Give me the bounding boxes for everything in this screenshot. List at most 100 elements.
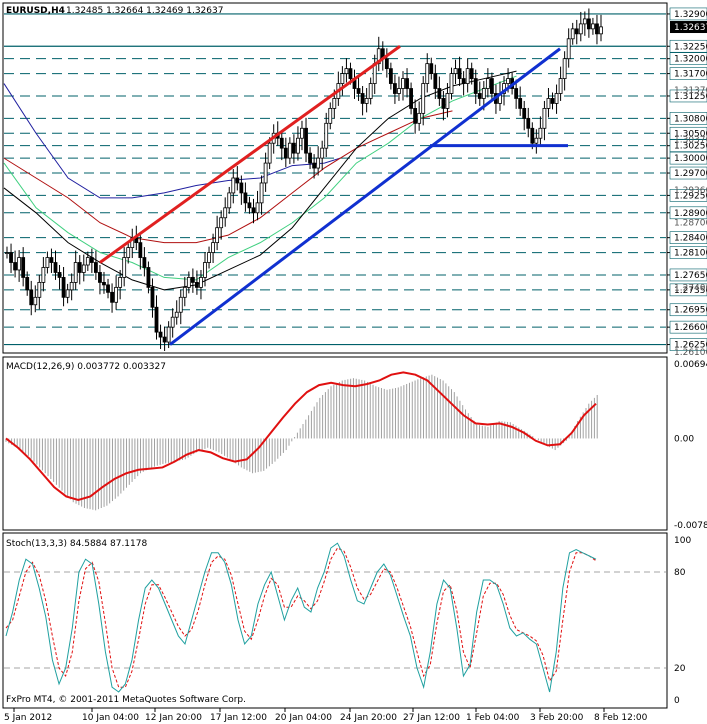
price-label-box: [669, 246, 707, 259]
candle-body: [457, 68, 462, 79]
candle-body: [304, 127, 308, 154]
candle-body: [263, 162, 268, 184]
price-tick-label-faint: 1.30370: [674, 136, 707, 146]
price-tick-label: 1.26600: [674, 323, 707, 333]
price-label-box: [669, 283, 707, 297]
candle-body: [425, 63, 430, 84]
candle-body: [554, 93, 559, 104]
x-tick-label: 1 Feb 04:00: [466, 713, 520, 723]
price-label-box: [669, 7, 707, 21]
price-label-box: [669, 320, 707, 334]
candle-body: [384, 58, 389, 70]
candle-body: [578, 23, 583, 35]
x-tick-label: 17 Jan 12:00: [210, 713, 267, 723]
candle-body: [393, 83, 397, 94]
candle-body: [526, 117, 531, 129]
candle-body: [465, 68, 470, 84]
candle-body: [158, 331, 163, 338]
candle-body: [243, 192, 248, 204]
candle-body: [409, 88, 413, 109]
price-tick-label: 1.32000: [674, 55, 707, 65]
main-price-layer: [3, 8, 666, 352]
candle-body: [255, 202, 260, 214]
candle-body: [239, 182, 244, 194]
candle-body: [178, 296, 183, 313]
x-tick-label: 12 Jan 20:00: [145, 713, 202, 723]
candle-body: [247, 202, 252, 209]
main-header: EURUSD,H4: [6, 6, 65, 16]
candle-body: [267, 142, 272, 164]
candle-body: [364, 98, 369, 104]
candle-body: [33, 296, 38, 306]
candle-body: [170, 316, 175, 328]
candle-body: [166, 326, 171, 343]
x-tick-label: 20 Jan 04:00: [275, 713, 332, 723]
candle-body: [477, 93, 482, 99]
candle-body: [401, 78, 405, 89]
candle-body: [485, 78, 490, 89]
candle-body: [9, 252, 13, 263]
candle-body: [203, 262, 207, 278]
candle-body: [219, 217, 224, 229]
candle-body: [231, 177, 236, 194]
stoch-panel-frame: [2, 532, 668, 709]
candle-body: [360, 93, 365, 104]
candle-body: [530, 127, 535, 144]
candle-body: [368, 83, 373, 99]
candle-body: [469, 68, 474, 79]
candle-body: [45, 257, 50, 268]
candle-body: [61, 277, 66, 298]
ma-green-line: [3, 75, 517, 281]
macd-header: MACD(12,26,9) 0.003772 0.003327: [6, 362, 166, 372]
candle-body: [118, 277, 123, 288]
candle-body: [570, 28, 575, 40]
price-tick-label: 1.28400: [674, 234, 707, 244]
x-tick-label: 24 Jan 20:00: [340, 713, 397, 723]
candle-body: [595, 23, 599, 35]
candle-body: [98, 272, 102, 283]
price-label-box: [669, 39, 707, 53]
candle-body: [227, 192, 232, 209]
macd-layer: [5, 371, 598, 511]
candle-body: [13, 262, 17, 271]
candle-body: [449, 73, 454, 94]
current-price-box: [670, 21, 707, 34]
price-tick-label: 1.27350: [674, 286, 707, 296]
candle-body: [279, 137, 284, 149]
axis-labels: 1.32900 1.32637 1.32250 1.32000 1.31700 1.312…: [4, 7, 707, 723]
candle-body: [122, 257, 127, 278]
x-tick-label: 5 Jan 2012: [4, 713, 52, 723]
candle-body: [190, 277, 195, 283]
candle-body: [300, 127, 304, 139]
price-tick-label: 1.30000: [674, 154, 707, 164]
candle-body: [81, 264, 86, 273]
candle-body: [150, 286, 155, 308]
candle-body: [102, 281, 106, 286]
ma-red-line: [3, 110, 453, 244]
price-tick-label: 1.26950: [674, 306, 707, 316]
candle-body: [356, 88, 361, 94]
candle-body: [89, 257, 94, 263]
candle-body: [73, 262, 78, 283]
price-tick-label: 1.28900: [674, 209, 707, 219]
candle-body: [69, 281, 74, 291]
candle-body: [5, 252, 9, 254]
candle-body: [37, 281, 42, 298]
price-label-box: [669, 126, 707, 140]
candle-body: [199, 277, 203, 288]
candle-body: [215, 227, 220, 244]
symbol-label: EURUSD,H4: [6, 6, 65, 16]
candle-body: [17, 257, 22, 271]
price-label-box: [669, 67, 707, 80]
trendline-red: [99, 45, 401, 264]
candle-body: [429, 63, 434, 74]
candle-body: [154, 306, 159, 333]
candle-body: [207, 252, 211, 263]
candle-body: [514, 88, 519, 99]
candle-body: [591, 23, 595, 30]
x-tick-label: 27 Jan 12:00: [403, 713, 460, 723]
price-tick-label-faint: 1.31370: [674, 86, 707, 96]
watermark: FxPro MT4, © 2001-2011 MetaQuotes Softwa…: [6, 695, 246, 705]
price-label-box: [669, 89, 707, 103]
candle-body: [546, 98, 551, 109]
